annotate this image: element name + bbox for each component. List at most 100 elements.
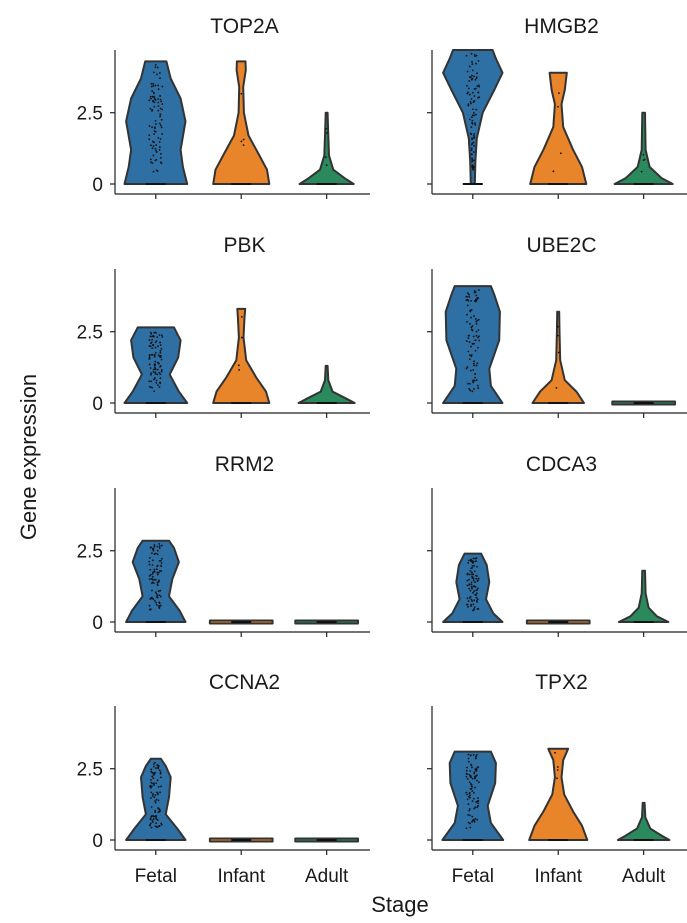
data-point xyxy=(156,826,159,829)
data-point xyxy=(150,797,152,799)
data-point xyxy=(153,105,156,108)
data-point xyxy=(472,557,475,560)
data-point xyxy=(473,590,476,593)
data-point xyxy=(466,572,469,575)
data-point xyxy=(158,824,161,827)
data-point xyxy=(473,144,475,147)
data-point xyxy=(472,560,475,563)
data-point xyxy=(150,380,153,383)
data-point xyxy=(558,92,560,95)
violin-adult xyxy=(297,364,356,404)
data-point xyxy=(151,347,154,350)
data-point xyxy=(472,159,475,162)
data-point xyxy=(476,72,478,75)
panel-title: UBE2C xyxy=(526,234,596,257)
data-point xyxy=(467,760,470,763)
data-point xyxy=(472,585,475,588)
data-point xyxy=(465,791,468,794)
data-point xyxy=(148,134,151,137)
data-point xyxy=(474,291,477,293)
data-point xyxy=(161,336,164,338)
data-point xyxy=(475,577,478,580)
data-point xyxy=(471,159,474,161)
data-point xyxy=(472,797,475,800)
data-point xyxy=(469,796,471,799)
data-point xyxy=(471,74,473,77)
data-point xyxy=(471,157,473,160)
data-point xyxy=(149,557,151,559)
data-point xyxy=(160,126,163,129)
data-point xyxy=(471,123,474,125)
data-point xyxy=(154,814,157,817)
data-point xyxy=(158,542,161,545)
data-point xyxy=(155,158,158,161)
data-point xyxy=(469,754,472,757)
data-point xyxy=(471,600,474,603)
data-point xyxy=(556,769,559,771)
data-point xyxy=(154,371,157,374)
data-point xyxy=(470,153,473,156)
data-point xyxy=(472,141,475,144)
data-point xyxy=(157,799,160,802)
data-point xyxy=(156,545,159,548)
data-point xyxy=(149,784,152,787)
data-point xyxy=(158,141,161,143)
data-point xyxy=(158,72,161,74)
data-point xyxy=(474,123,477,126)
data-point xyxy=(155,817,158,820)
data-point xyxy=(465,367,468,370)
data-point xyxy=(149,597,152,600)
data-point xyxy=(150,97,152,100)
data-point xyxy=(472,335,475,338)
data-point xyxy=(469,770,472,772)
data-point xyxy=(158,570,161,572)
data-point xyxy=(148,99,151,102)
data-point xyxy=(474,806,477,809)
data-point xyxy=(156,549,159,552)
data-point xyxy=(474,339,477,342)
data-point xyxy=(159,589,162,592)
data-point xyxy=(155,782,158,785)
data-point xyxy=(158,606,161,609)
data-point xyxy=(150,85,153,88)
data-point xyxy=(477,804,480,807)
data-point xyxy=(158,769,161,772)
data-point xyxy=(159,161,162,164)
data-point xyxy=(471,63,474,65)
violin-infant xyxy=(212,307,271,404)
data-point xyxy=(470,598,473,601)
data-point xyxy=(159,354,162,357)
data-point xyxy=(152,821,154,823)
panel-title: CDCA3 xyxy=(526,453,597,476)
data-point xyxy=(473,807,476,810)
data-point xyxy=(472,603,475,606)
data-point xyxy=(150,768,153,771)
data-point xyxy=(471,91,474,94)
data-point xyxy=(554,751,556,754)
data-point xyxy=(473,132,476,135)
panel-ccna2: CCNA2 0 2.5 Fetal Infant Adult xyxy=(77,671,370,887)
data-point xyxy=(159,341,162,344)
data-point xyxy=(469,132,472,135)
data-point xyxy=(470,309,473,311)
data-point xyxy=(156,368,159,371)
data-point xyxy=(240,336,243,339)
data-point xyxy=(466,304,469,307)
data-point xyxy=(469,76,472,79)
violin-fetal xyxy=(442,552,504,623)
data-point xyxy=(475,108,478,111)
data-point xyxy=(156,553,159,556)
data-point xyxy=(151,589,153,592)
data-point xyxy=(477,91,480,94)
data-point xyxy=(159,771,162,774)
data-point xyxy=(556,334,559,337)
data-point xyxy=(477,802,479,805)
data-point xyxy=(467,795,470,798)
data-point xyxy=(473,360,475,363)
data-point xyxy=(473,342,475,345)
violin-fetal xyxy=(123,60,189,185)
data-point xyxy=(152,335,155,338)
data-point xyxy=(557,325,559,328)
data-point xyxy=(152,145,155,147)
x-tick-label: Fetal xyxy=(452,866,494,887)
